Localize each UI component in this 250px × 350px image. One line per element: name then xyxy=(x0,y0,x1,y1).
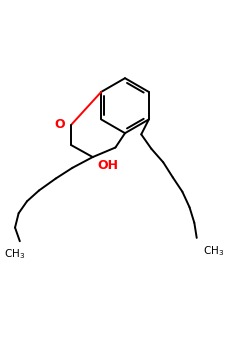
Text: O: O xyxy=(54,118,65,131)
Text: CH$_3$: CH$_3$ xyxy=(203,244,224,258)
Text: OH: OH xyxy=(98,160,118,173)
Text: CH$_3$: CH$_3$ xyxy=(4,247,26,261)
